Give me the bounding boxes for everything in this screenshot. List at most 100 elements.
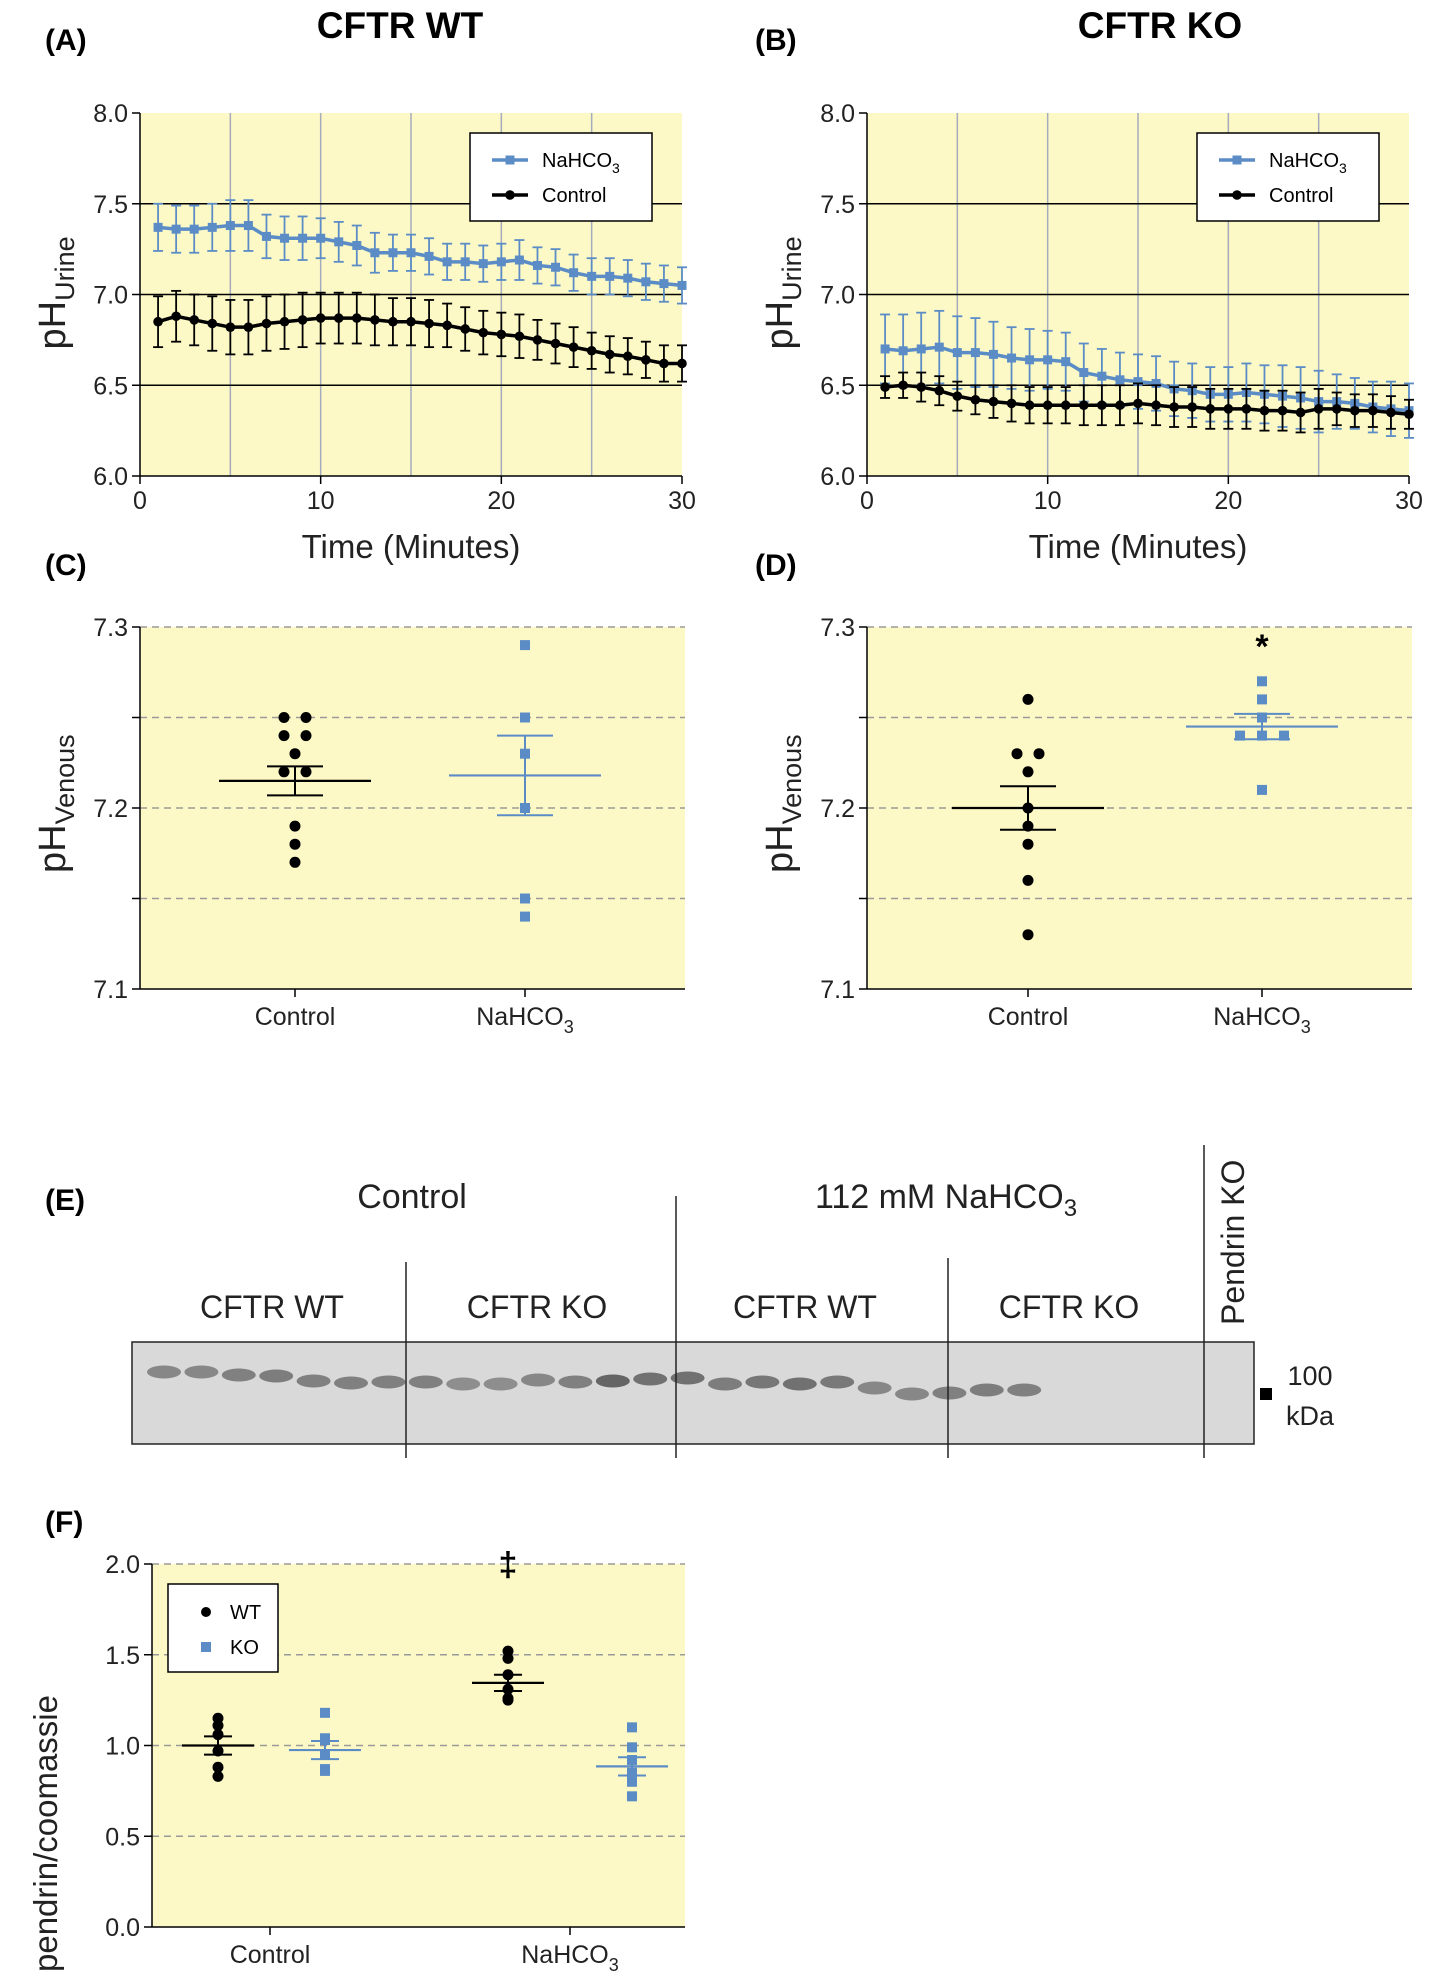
data-point [320, 1707, 330, 1718]
group-nahco-ko [596, 1722, 668, 1802]
legend-marker [1232, 190, 1242, 200]
data-point [502, 1652, 514, 1664]
data-point [212, 1761, 224, 1773]
data-point [1011, 748, 1023, 760]
plot-area [140, 627, 685, 989]
chart-b-urine-ph-ko: 0 10 20 30 6.0 6.5 7.0 7.5 8.0 Time (Minutes) pHUr… [759, 100, 1423, 565]
series-nahco [153, 199, 687, 305]
legend: NaHCO3 Control [1196, 132, 1380, 222]
x-tick-label: 30 [668, 487, 696, 515]
data-point [1257, 784, 1267, 795]
y-tick-label: 7.3 [820, 614, 855, 642]
data-point [171, 311, 181, 322]
group-control [952, 693, 1104, 941]
data-point [627, 1742, 637, 1753]
data-point [1079, 368, 1089, 378]
data-point [1223, 404, 1234, 414]
y-tick-label: 0.0 [105, 1914, 140, 1942]
data-point [1350, 405, 1360, 416]
data-point [677, 280, 687, 290]
x-axis-label: Time (Minutes) [1029, 528, 1248, 565]
data-point [520, 712, 530, 723]
x-tick-label: 20 [487, 487, 515, 515]
legend-marker [201, 1607, 211, 1617]
data-point [370, 315, 380, 325]
y-tick-label: 1.0 [105, 1733, 140, 1761]
y-axis-label: pHVenous [32, 734, 80, 873]
data-point [261, 318, 272, 329]
blot-band [483, 1377, 518, 1391]
y-axis-label: pHUrine [759, 236, 807, 349]
group-nahco [1186, 676, 1338, 795]
y-tick-label: 7.3 [93, 614, 128, 642]
data-point [278, 730, 290, 742]
data-point [677, 358, 687, 369]
data-point [320, 1765, 330, 1776]
data-point [1115, 375, 1125, 385]
data-point [641, 355, 651, 365]
data-point [605, 271, 615, 281]
x-category-label: Control [230, 1941, 311, 1969]
data-point [514, 255, 524, 265]
x-category-label: Control [988, 1003, 1069, 1031]
data-point [289, 856, 301, 868]
blot-band [670, 1371, 705, 1385]
data-point [1097, 371, 1107, 381]
data-point [171, 224, 181, 234]
chart-a-urine-ph-wt: 0 10 20 30 6.0 6.5 7.0 7.5 8.0 Time (Minutes) pHUr… [32, 100, 696, 565]
data-point [300, 730, 312, 742]
x-tick-label: 30 [1395, 487, 1423, 515]
data-point [153, 316, 163, 327]
x-tick-label: 0 [860, 487, 874, 515]
y-tick-label: 6.5 [93, 372, 128, 400]
data-point [424, 318, 434, 329]
chart-c-venous-ph-wt: 7.1 7.2 7.3 Control NaHCO3 pHVenous [32, 614, 685, 1037]
data-point [316, 233, 326, 243]
data-point [1007, 353, 1017, 363]
y-tick-label: 6.5 [820, 372, 855, 400]
data-point [916, 382, 926, 392]
data-point [551, 262, 561, 272]
data-point [1060, 400, 1071, 411]
x-tick-label: 0 [133, 487, 147, 515]
data-point [520, 640, 530, 651]
data-point [496, 257, 506, 267]
blot-band [708, 1377, 742, 1391]
data-point [289, 838, 301, 850]
y-tick-label: 6.0 [93, 463, 128, 491]
data-point [315, 313, 326, 323]
y-axis-label: pHUrine [32, 236, 80, 349]
blot-group-control: Control [357, 1178, 467, 1216]
data-point [460, 257, 470, 267]
blot-band [147, 1365, 181, 1379]
data-point [1022, 693, 1034, 705]
data-point [1295, 407, 1306, 418]
legend-label: Control [542, 185, 606, 207]
data-point [212, 1720, 224, 1732]
data-point [952, 348, 962, 358]
data-point [424, 251, 434, 261]
marker-tick [1260, 1388, 1272, 1400]
panel-f-letter: (F) [45, 1506, 83, 1539]
data-point [1151, 400, 1161, 411]
data-point [502, 1694, 514, 1706]
panel-b-letter: (B) [755, 24, 797, 57]
group-control [219, 712, 371, 868]
data-point [1115, 400, 1125, 411]
y-tick-label: 8.0 [820, 100, 855, 128]
data-point [352, 313, 362, 323]
data-point [370, 248, 380, 258]
marker-value: 100 [1287, 1361, 1332, 1391]
data-point [289, 748, 301, 760]
data-point [880, 382, 890, 392]
western-blot-panel: Control 112 mM NaHCO3 CFTR WT CFTR KO CF… [131, 1145, 1335, 1458]
y-axis-label: pHVenous [759, 734, 807, 873]
y-tick-label: 7.2 [820, 795, 855, 823]
data-point [659, 279, 669, 289]
blot-band [969, 1383, 1004, 1397]
plot-area [867, 627, 1412, 989]
data-point [442, 320, 452, 331]
data-point [278, 712, 290, 723]
group-nahco [449, 640, 601, 922]
legend-marker [505, 155, 515, 165]
